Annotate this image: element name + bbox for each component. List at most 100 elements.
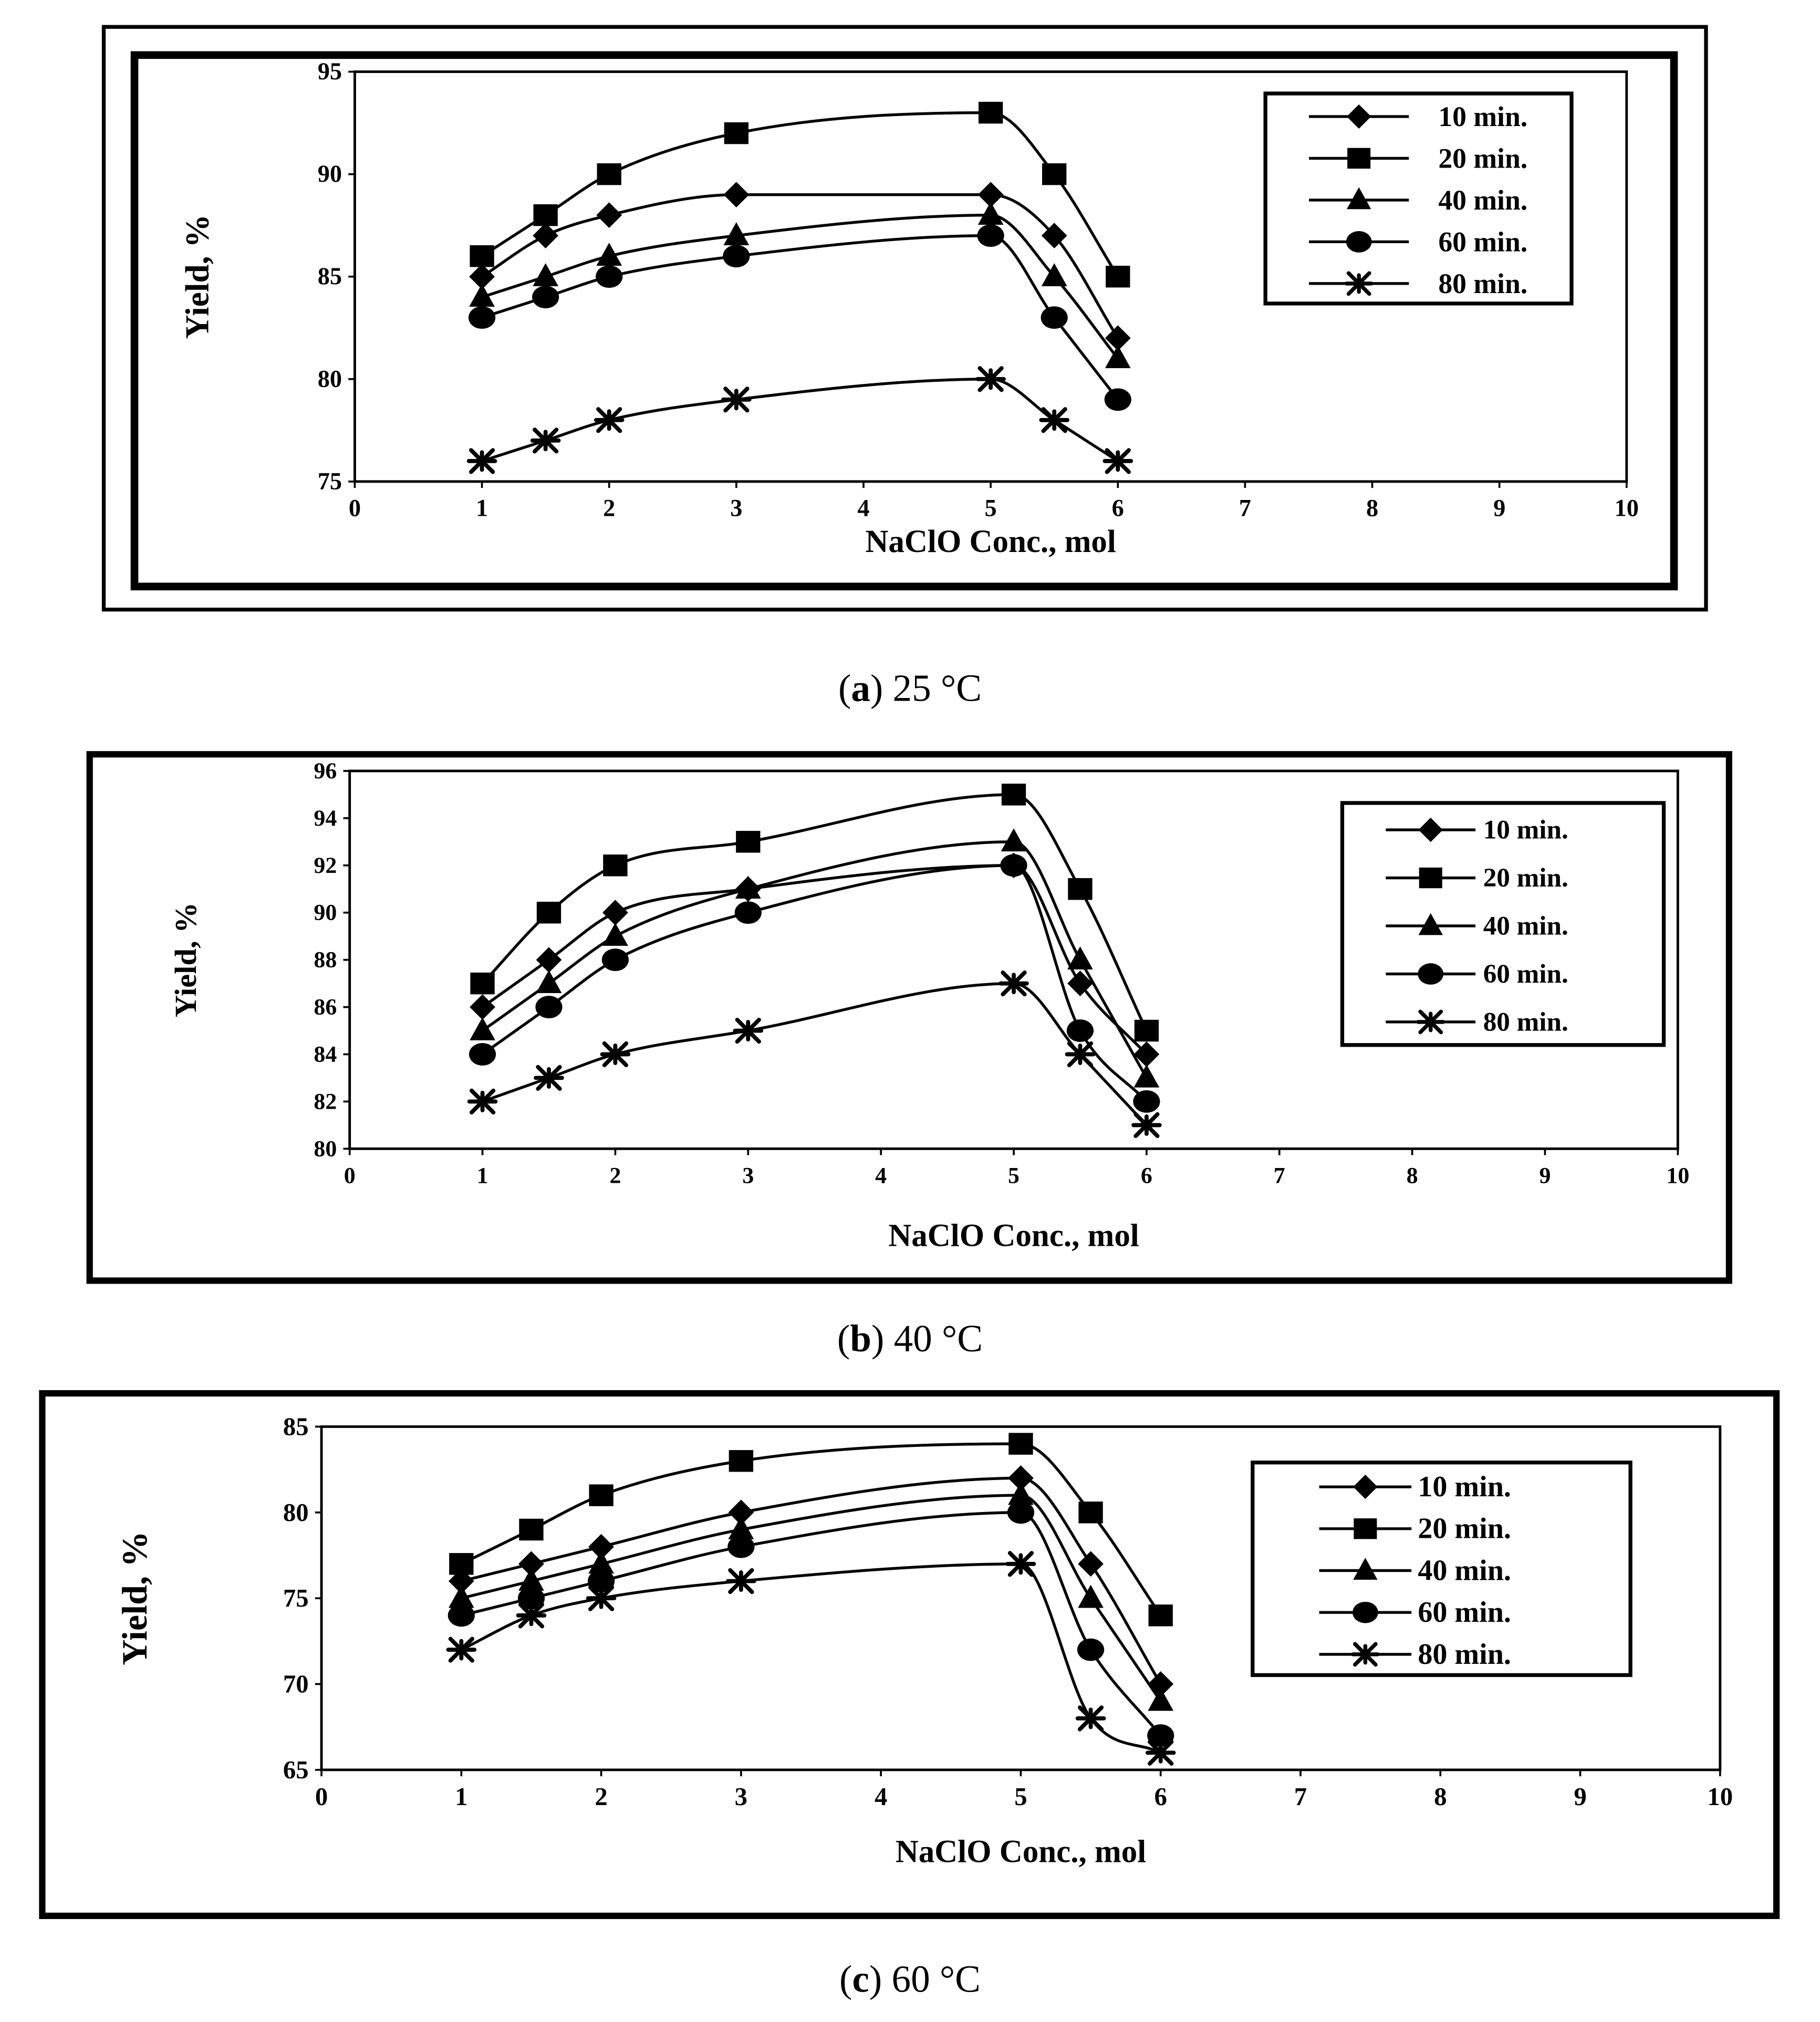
data-point-circle [727,1535,755,1558]
series-10min [469,182,1131,351]
data-point-diamond [1008,1465,1034,1491]
data-point-square [1008,1433,1033,1455]
data-point-star [999,970,1029,997]
data-point-square [597,163,621,185]
data-point-square [533,204,558,226]
legend: 10 min. 20 min. 40 min. 60 min. 80 min. [1251,1461,1632,1677]
data-point-diamond [1078,1551,1104,1577]
data-point-square [470,972,495,995]
data-point-triangle [735,875,761,899]
y-tick-label: 82 [314,1089,337,1114]
data-point-triangle [469,284,495,307]
series-line [482,982,1148,1127]
legend-entry: 20 min. [1438,142,1527,174]
x-tick-label: 1 [455,1783,467,1811]
data-point-triangle [977,202,1004,225]
legend: 10 min. 20 min. 40 min. 60 min. 80 min. [1263,91,1574,306]
x-axis: 0 1 2 3 4 5 6 7 8 9 10 [315,1769,1733,1811]
legend-box [1263,91,1574,306]
x-tick-label: 4 [875,1163,887,1188]
data-point-diamond [1133,1041,1160,1067]
series-10min [448,1465,1174,1697]
data-point-triangle [588,1550,614,1574]
data-point-diamond [1041,223,1067,249]
y-tick-label: 86 [314,995,337,1020]
series-60min [448,1501,1174,1747]
caption-temperature: ) 60 °C [869,1957,981,2000]
legend-entry: 40 min. [1483,911,1568,941]
legend-marker-circle [1418,963,1444,985]
series-line [461,1511,1162,1737]
data-point-star [516,1602,547,1629]
data-point-circle [1133,1090,1160,1113]
data-point-star [530,428,561,454]
caption-open-paren: ( [837,1317,850,1360]
x-tick-label: 10 [1615,495,1639,522]
data-point-diamond [533,223,559,249]
data-point-star [1039,407,1069,433]
data-point-circle [1104,388,1131,411]
series-80min [466,366,1133,474]
caption-open-paren: ( [838,666,851,709]
data-point-triangle [1001,828,1027,852]
legend-marker-diamond [1347,104,1371,129]
panel-caption: (b) 40 °C [837,1317,983,1360]
data-point-star [721,387,752,413]
data-point-circle [596,265,623,288]
series-80min [467,970,1162,1138]
legend-marker-square [1347,148,1371,169]
data-point-triangle [1008,1482,1034,1505]
y-tick-label: 96 [314,758,337,784]
x-tick-label: 7 [1239,495,1251,522]
legend-entry: 40 min. [1418,1554,1511,1587]
data-point-square [536,901,561,924]
legend-entry: 80 min. [1418,1638,1511,1671]
legend-box [1251,1461,1632,1677]
panel-a: 0 1 2 3 4 5 6 7 8 9 10 75 80 85 90 95 NaClO Conc., mol Yi… [101,25,1708,709]
legend-marker-triangle [1418,913,1443,935]
y-axis-label: Yield, % [169,902,203,1017]
y-axis: 80 82 84 86 88 90 92 94 96 [314,758,350,1161]
data-point-square [1106,265,1130,288]
y-axis: 75 80 85 90 95 [318,58,355,495]
data-point-diamond [596,202,622,228]
x-tick-label: 4 [857,495,869,522]
y-axis-label: Yield, % [179,214,216,339]
data-point-square [1078,1502,1103,1524]
data-point-circle [468,306,496,329]
y-tick-label: 90 [314,900,337,925]
data-point-diamond [518,1551,544,1577]
y-tick-label: 88 [314,947,337,973]
x-tick-label: 3 [742,1163,754,1188]
data-point-circle [1066,1019,1094,1042]
data-point-diamond [1067,971,1093,996]
data-point-star [1065,1041,1096,1068]
data-point-circle [1147,1724,1174,1747]
x-tick-label: 1 [476,495,488,522]
data-point-star [1145,1739,1176,1766]
data-point-triangle [1133,1064,1160,1088]
data-point-diamond [470,994,495,1020]
data-point-square [470,245,494,267]
legend-entry: 20 min. [1418,1513,1511,1545]
series-60min [468,224,1131,411]
data-point-diamond [602,900,628,926]
x-tick-label: 5 [1014,1783,1027,1811]
y-tick-label: 85 [318,263,342,290]
data-point-square [603,854,628,877]
x-tick-label: 4 [875,1783,887,1811]
data-point-triangle [1148,1687,1174,1711]
legend-marker-star [1416,1009,1445,1035]
data-point-triangle [723,222,750,245]
data-point-circle [1041,306,1068,329]
data-point-diamond [723,182,750,208]
data-point-diamond [469,264,495,290]
series-line [461,1494,1162,1702]
data-point-circle [587,1570,615,1592]
legend-entry: 60 min. [1483,959,1568,989]
panel-c: 0 1 2 3 4 5 6 7 8 9 10 65 70 75 80 85 NaClO Conc., mol Yi… [39,1390,1780,2000]
data-point-triangle [536,970,562,993]
legend-marker-star [1344,271,1374,296]
y-tick-label: 84 [314,1041,337,1067]
x-tick-label: 1 [477,1163,488,1188]
